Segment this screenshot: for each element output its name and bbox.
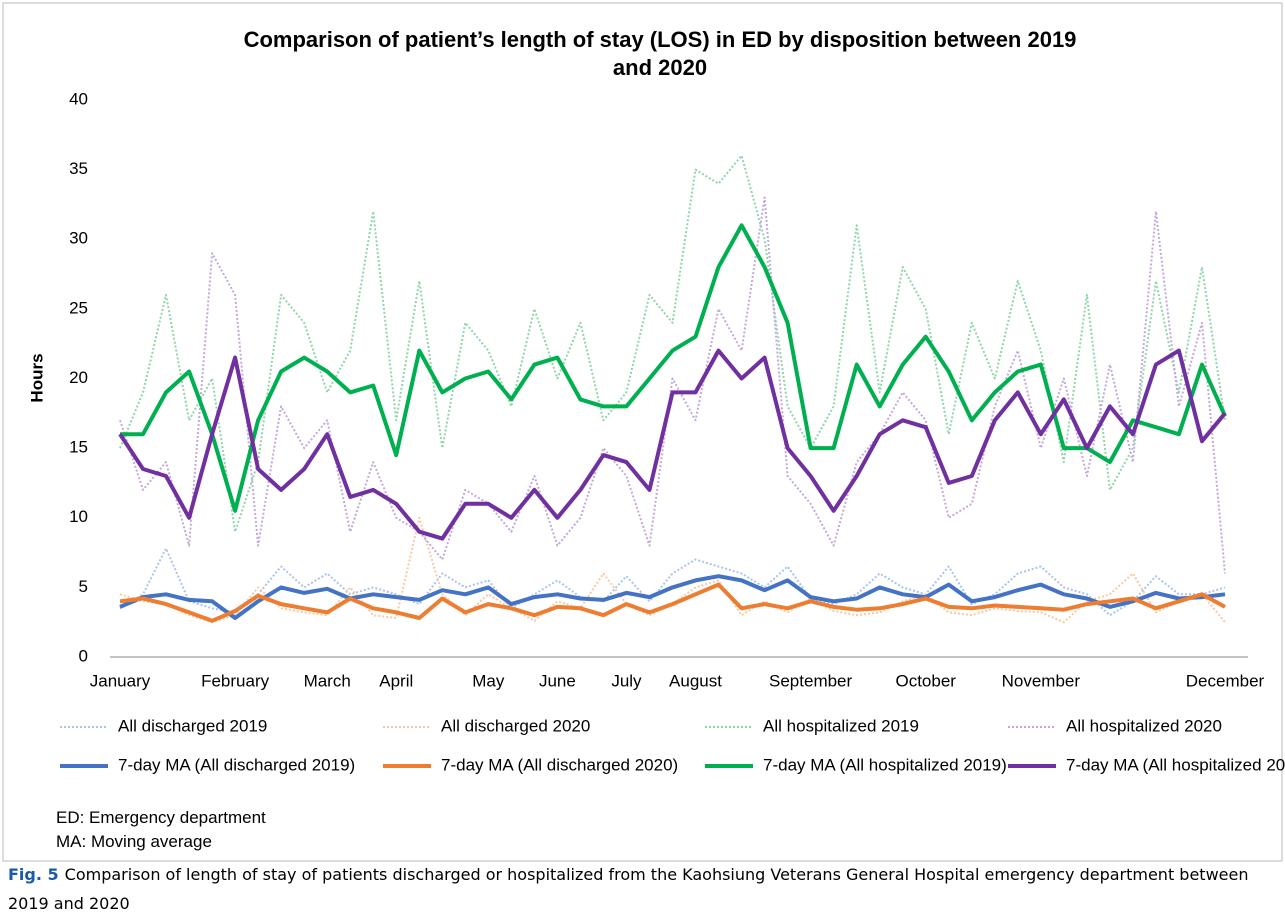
x-tick-label: September	[769, 671, 852, 690]
legend-label: 7-day MA (All discharged 2019)	[118, 755, 355, 774]
series-line	[119, 582, 1226, 623]
note: MA: Moving average	[56, 832, 212, 851]
y-tick-label: 20	[69, 368, 88, 387]
x-tick-label: April	[379, 671, 413, 690]
x-tick-label: February	[201, 671, 270, 690]
series-line	[119, 154, 1226, 533]
caption-label: Fig. 5	[8, 865, 59, 884]
x-tick-label: May	[472, 671, 505, 690]
series-line	[119, 196, 1226, 574]
legend-label: All hospitalized 2019	[763, 716, 919, 735]
note: ED: Emergency department	[56, 808, 266, 827]
legend-label: 7-day MA (All hospitalized 2020)	[1066, 755, 1285, 774]
y-axis-label: Hours	[27, 353, 46, 402]
x-tick-label: November	[1002, 671, 1081, 690]
legend-label: All discharged 2019	[118, 716, 267, 735]
x-tick-label: July	[611, 671, 642, 690]
x-tick-label: January	[90, 671, 151, 690]
series-line	[119, 547, 1226, 617]
x-tick-label: March	[304, 671, 351, 690]
series-line	[120, 223, 1227, 513]
y-tick-label: 5	[79, 577, 88, 596]
caption-text: Comparison of length of stay of patients…	[8, 865, 1249, 913]
series-line	[118, 348, 1227, 541]
legend-label: All hospitalized 2020	[1066, 716, 1222, 735]
chart-frame	[2, 2, 1283, 862]
y-tick-label: 15	[69, 438, 88, 457]
x-tick-label: December	[1186, 671, 1265, 690]
legend-label: All discharged 2020	[441, 716, 590, 735]
y-tick-label: 25	[69, 298, 88, 317]
y-tick-label: 10	[69, 507, 88, 526]
x-tick-label: June	[539, 671, 576, 690]
series-line	[119, 574, 1226, 620]
x-tick-label: August	[669, 671, 722, 690]
chart-title: Comparison of patient’s length of stay (…	[243, 27, 1077, 80]
y-tick-label: 0	[79, 646, 88, 665]
caption: Fig. 5 Comparison of length of stay of pa…	[8, 860, 1268, 918]
x-tick-label: October	[895, 671, 956, 690]
y-tick-label: 35	[69, 159, 88, 178]
legend-label: 7-day MA (All hospitalized 2019)	[763, 755, 1007, 774]
y-tick-label: 30	[69, 229, 88, 248]
y-tick-label: 40	[69, 89, 88, 108]
legend-label: 7-day MA (All discharged 2020)	[441, 755, 678, 774]
